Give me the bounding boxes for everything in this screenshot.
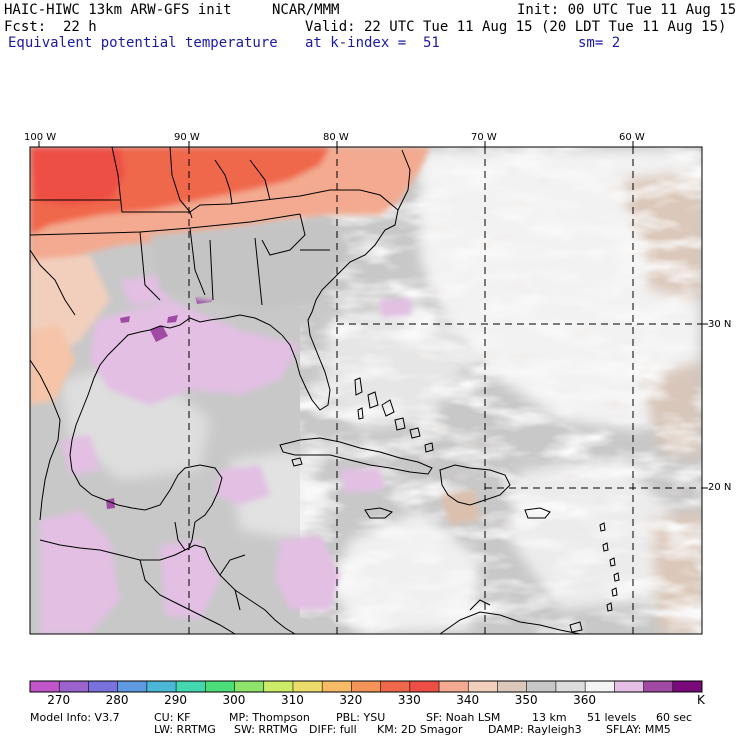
footer-damp: DAMP: Rayleigh3 (488, 723, 582, 736)
colorbar-cell (117, 681, 148, 692)
colorbar-label: 330 (397, 693, 421, 707)
forecast-hour: Fcst: 22 h (4, 19, 97, 35)
lat-label-30n: 30 N (708, 319, 732, 330)
footer-diff: DIFF: full (309, 723, 357, 736)
valid-time: Valid: 22 UTC Tue 11 Aug 15 (20 LDT Tue … (305, 19, 727, 35)
colorbar-cell (30, 681, 60, 692)
footer-lw: LW: RRTMG (154, 723, 216, 736)
colorbar-cell (468, 681, 498, 692)
lon-label-80w: 80 W (323, 132, 349, 143)
colorbar-cell (176, 681, 206, 692)
colorbar-cell (380, 681, 411, 692)
colorbar-cell (672, 681, 703, 692)
footer-sflay: SFLAY: MM5 (606, 723, 671, 736)
colorbar-cell (88, 681, 118, 692)
colorbar-label: 300 (222, 693, 246, 707)
footer-pbl: PBL: YSU (336, 711, 386, 724)
colorbar-unit: K (697, 693, 705, 707)
shaded-field (30, 147, 702, 634)
colorbar-cell (497, 681, 527, 692)
lon-label-70w: 70 W (471, 132, 497, 143)
colorbar (29, 680, 703, 693)
colorbar-cell (59, 681, 89, 692)
colorbar-label: 320 (339, 693, 363, 707)
colorbar-cell (409, 681, 440, 692)
footer-sw: SW: RRTMG (234, 723, 298, 736)
colorbar-cell (205, 681, 235, 692)
colorbar-cell (146, 681, 177, 692)
colorbar-label: 340 (456, 693, 480, 707)
colorbar-cell (614, 681, 644, 692)
colorbar-label: 290 (164, 693, 187, 707)
footer-sf: SF: Noah LSM (426, 711, 501, 724)
colorbar-frame (29, 680, 703, 693)
footer-timestep: 60 sec (656, 711, 693, 724)
field-name: Equivalent potential temperature (8, 35, 278, 51)
colorbar-label: 280 (105, 693, 129, 707)
lon-label-100w: 100 W (24, 132, 57, 143)
graticule (188, 147, 702, 634)
colorbar-cell (292, 681, 323, 692)
colorbar-label: 350 (514, 693, 538, 707)
model-title: HAIC-HIWC 13km ARW-GFS init (4, 2, 232, 18)
colorbar-cell (263, 681, 294, 692)
colorbar-cell (322, 681, 352, 692)
lon-label-60w: 60 W (619, 132, 645, 143)
footer-levels: 51 levels (587, 711, 637, 724)
footer-resolution: 13 km (532, 711, 567, 724)
footer-model-info: Model Info: V3.7 (30, 711, 120, 724)
lon-label-90w: 90 W (174, 132, 200, 143)
footer-km: KM: 2D Smagor (377, 723, 463, 736)
center-label: NCAR/MMM (272, 2, 340, 18)
colorbar-cell (351, 681, 381, 692)
axis-ticks (38, 141, 708, 489)
colorbar-cell (643, 681, 674, 692)
colorbar-label: 310 (280, 693, 304, 707)
smoothing-info: sm= 2 (578, 35, 621, 51)
colorbar-cell (526, 681, 557, 692)
init-time: Init: 00 UTC Tue 11 Aug 15 (517, 2, 737, 18)
plot-frame (29, 146, 703, 635)
footer-cu: CU: KF (154, 711, 191, 724)
colorbar-cell (585, 681, 615, 692)
lat-label-20n: 20 N (708, 482, 732, 493)
footer-mp: MP: Thompson (229, 711, 310, 724)
colorbar-cell (555, 681, 586, 692)
colorbar-cell (439, 681, 469, 692)
colorbar-label: 360 (573, 693, 597, 707)
coastlines (30, 147, 620, 634)
colorbar-label: 270 (47, 693, 71, 707)
level-info: at k-index = 51 (305, 35, 440, 51)
colorbar-cell (234, 681, 265, 692)
